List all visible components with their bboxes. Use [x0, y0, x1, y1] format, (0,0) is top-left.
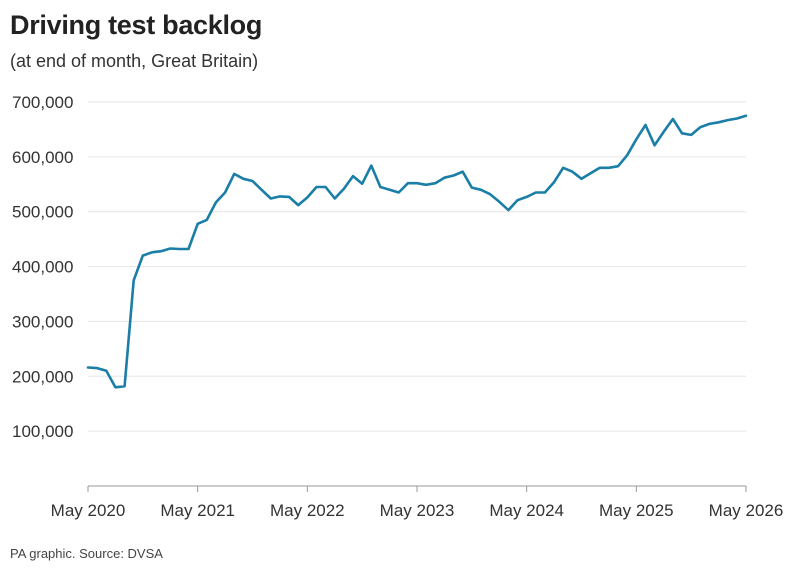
series-line	[86, 114, 748, 389]
chart-title: Driving test backlog	[10, 10, 263, 40]
x-tick-label: May 2022	[270, 501, 345, 520]
x-axis-ticks: May 2020 May 2021 May 2022 May 2023 May 2024…	[51, 501, 784, 520]
chart-subtitle: (at end of month, Great Britain)	[10, 51, 259, 71]
y-tick-label: 300,000	[12, 312, 73, 331]
x-tick-label: May 2020	[51, 501, 126, 520]
y-tick-label: 500,000	[12, 203, 73, 222]
x-tick-label: May 2023	[380, 501, 455, 520]
y-tick-label: 600,000	[12, 148, 73, 167]
x-tick-label: May 2024	[489, 501, 564, 520]
x-tick-label: May 2026	[709, 501, 784, 520]
series-group	[86, 114, 748, 389]
y-axis-ticks: 100,000 200,000 300,000 400,000 500,000 600,0…	[12, 93, 73, 441]
y-tick-label: 100,000	[12, 422, 73, 441]
y-tick-label: 400,000	[12, 258, 73, 277]
gridlines	[87, 101, 747, 492]
source-note: PA graphic. Source: DVSA	[10, 546, 163, 561]
x-tick-label: May 2025	[599, 501, 674, 520]
y-tick-label: 200,000	[12, 367, 73, 386]
y-tick-label: 700,000	[12, 93, 73, 112]
x-tick-label: May 2021	[160, 501, 235, 520]
